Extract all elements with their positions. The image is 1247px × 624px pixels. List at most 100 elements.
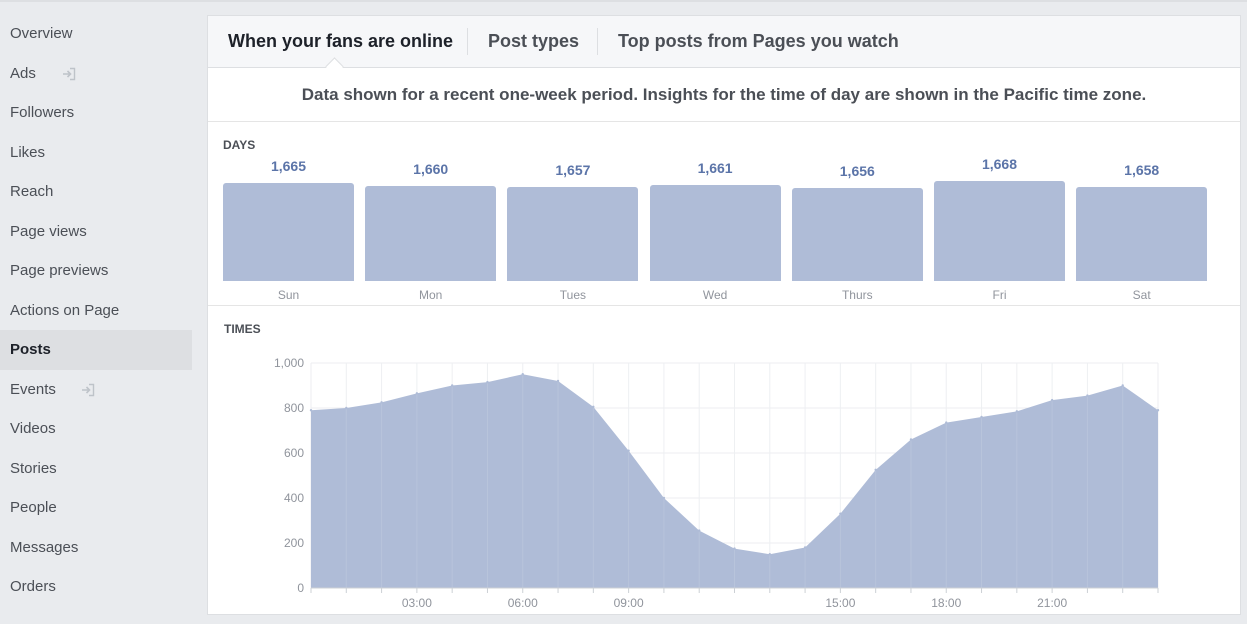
sidebar-item-overview[interactable]: Overview — [0, 14, 192, 54]
fans-online-area — [311, 374, 1158, 588]
tab-post-types[interactable]: Post types — [488, 31, 580, 51]
sidebar-item-label: Overview — [10, 25, 73, 42]
sidebar-item-label: Page views — [10, 222, 87, 240]
sidebar-item-label: Followers — [10, 104, 75, 121]
times-data-point — [1086, 394, 1089, 397]
day-value-label: 1,668 — [981, 156, 1018, 172]
sidebar-item-orders[interactable]: Orders — [0, 567, 192, 607]
external-icon — [61, 66, 77, 82]
day-value-label: 1,665 — [270, 157, 307, 174]
sidebar-item-events[interactable]: Events — [0, 370, 192, 410]
times-data-point — [698, 529, 701, 532]
times-data-point — [662, 496, 666, 500]
day-value-label: 1,657 — [555, 162, 591, 179]
sidebar-item-page-previews[interactable]: Page previews — [0, 251, 192, 291]
day-name-label: Wed — [702, 288, 728, 302]
times-data-point — [486, 380, 489, 384]
day-bar[interactable] — [365, 185, 497, 281]
times-data-point — [627, 449, 630, 452]
sidebar-item-posts[interactable]: Posts — [0, 330, 192, 370]
insights-panel: When your fans are online Post types Top… — [207, 15, 1241, 615]
sidebar-item-label: Reach — [10, 183, 54, 200]
x-tick-label: 15:00 — [825, 596, 855, 610]
external-icon — [80, 382, 96, 398]
day-bar[interactable] — [507, 187, 639, 281]
times-data-point — [803, 546, 807, 549]
day-name-label: Thurs — [841, 288, 873, 302]
sidebar-item-followers[interactable]: Followers — [0, 93, 192, 133]
day-name-label: Sun — [277, 288, 300, 302]
times-data-point — [945, 421, 948, 424]
sidebar-item-page-views[interactable]: Page views — [0, 212, 192, 252]
sidebar-item-label: Messages — [10, 538, 79, 556]
x-tick-label: 03:00 — [402, 596, 432, 610]
day-name-label: Sat — [1132, 288, 1151, 302]
times-data-point — [874, 468, 877, 472]
sidebar-item-label: Videos — [10, 420, 56, 437]
days-section-label: DAYS — [223, 138, 256, 152]
times-data-point — [768, 553, 771, 556]
times-data-point — [1121, 384, 1124, 387]
sidebar-item-label: Page previews — [10, 262, 109, 279]
top-border — [0, 0, 1247, 2]
sidebar-item-stories[interactable]: Stories — [0, 449, 192, 489]
timezone-notice: Data shown for a recent one-week period.… — [208, 68, 1240, 122]
sidebar-item-people[interactable]: People — [0, 488, 192, 528]
times-data-point — [1156, 409, 1160, 412]
times-data-point — [592, 405, 595, 409]
times-data-point — [345, 406, 348, 410]
sidebar-item-label: Events — [10, 380, 56, 398]
day-name-label: Fri — [992, 288, 1007, 302]
times-data-point — [909, 438, 913, 441]
times-data-point — [415, 392, 419, 395]
sidebar-item-label: Posts — [10, 341, 51, 358]
section-divider — [208, 305, 1240, 306]
times-data-point — [309, 409, 313, 412]
day-bar[interactable] — [1076, 186, 1208, 281]
y-tick-label: 400 — [284, 491, 304, 505]
day-value-label: 1,660 — [413, 160, 449, 177]
tab-bar: When your fans are online Post types Top… — [208, 16, 1240, 76]
sidebar-nav: Overview Ads Followers Likes Reach Page views… — [0, 14, 192, 607]
times-data-point — [1015, 410, 1019, 413]
times-data-point — [980, 415, 983, 419]
times-data-point — [1050, 398, 1054, 402]
x-tick-label: 06:00 — [508, 596, 538, 610]
y-tick-label: 1,000 — [274, 356, 304, 370]
x-tick-label: 21:00 — [1037, 596, 1067, 610]
day-bar[interactable] — [223, 182, 354, 281]
sidebar-item-reach[interactable]: Reach — [0, 172, 192, 212]
tab-separator — [467, 28, 468, 55]
times-data-point — [380, 401, 383, 404]
day-bar[interactable] — [649, 185, 781, 281]
y-tick-label: 200 — [284, 536, 304, 550]
day-bar[interactable] — [934, 181, 1065, 281]
tab-when-fans-online[interactable]: When your fans are online — [228, 31, 454, 51]
times-data-point — [521, 373, 524, 376]
day-value-label: 1,661 — [697, 160, 733, 177]
sidebar-item-label: Ads — [10, 64, 36, 82]
x-tick-label: 09:00 — [614, 596, 644, 610]
sidebar-item-ads[interactable]: Ads — [0, 54, 192, 94]
y-tick-label: 800 — [284, 401, 304, 415]
y-tick-label: 600 — [284, 446, 304, 460]
sidebar-item-likes[interactable]: Likes — [0, 133, 192, 173]
tab-top-posts[interactable]: Top posts from Pages you watch — [618, 31, 899, 51]
sidebar-item-label: People — [10, 499, 57, 516]
times-data-point — [839, 512, 842, 515]
sidebar-item-videos[interactable]: Videos — [0, 409, 192, 449]
sidebar-item-actions-on-page[interactable]: Actions on Page — [0, 291, 192, 331]
day-value-label: 1,656 — [839, 163, 875, 180]
sidebar-item-label: Stories — [10, 459, 57, 477]
sidebar-item-messages[interactable]: Messages — [0, 528, 192, 568]
times-data-point — [733, 547, 736, 550]
y-tick-label: 0 — [297, 581, 304, 595]
day-bar[interactable] — [791, 188, 923, 281]
times-area-chart: 0 200 400 600 800 1,000 03:00 06:00 09:00 15:00 18… — [274, 356, 1160, 610]
x-tick-label: 18:00 — [931, 596, 961, 610]
times-data-point — [556, 379, 560, 383]
day-name-label: Mon — [419, 288, 443, 302]
day-name-label: Tues — [559, 288, 586, 302]
tab-separator — [597, 28, 598, 55]
sidebar-item-label: Orders — [10, 578, 56, 595]
